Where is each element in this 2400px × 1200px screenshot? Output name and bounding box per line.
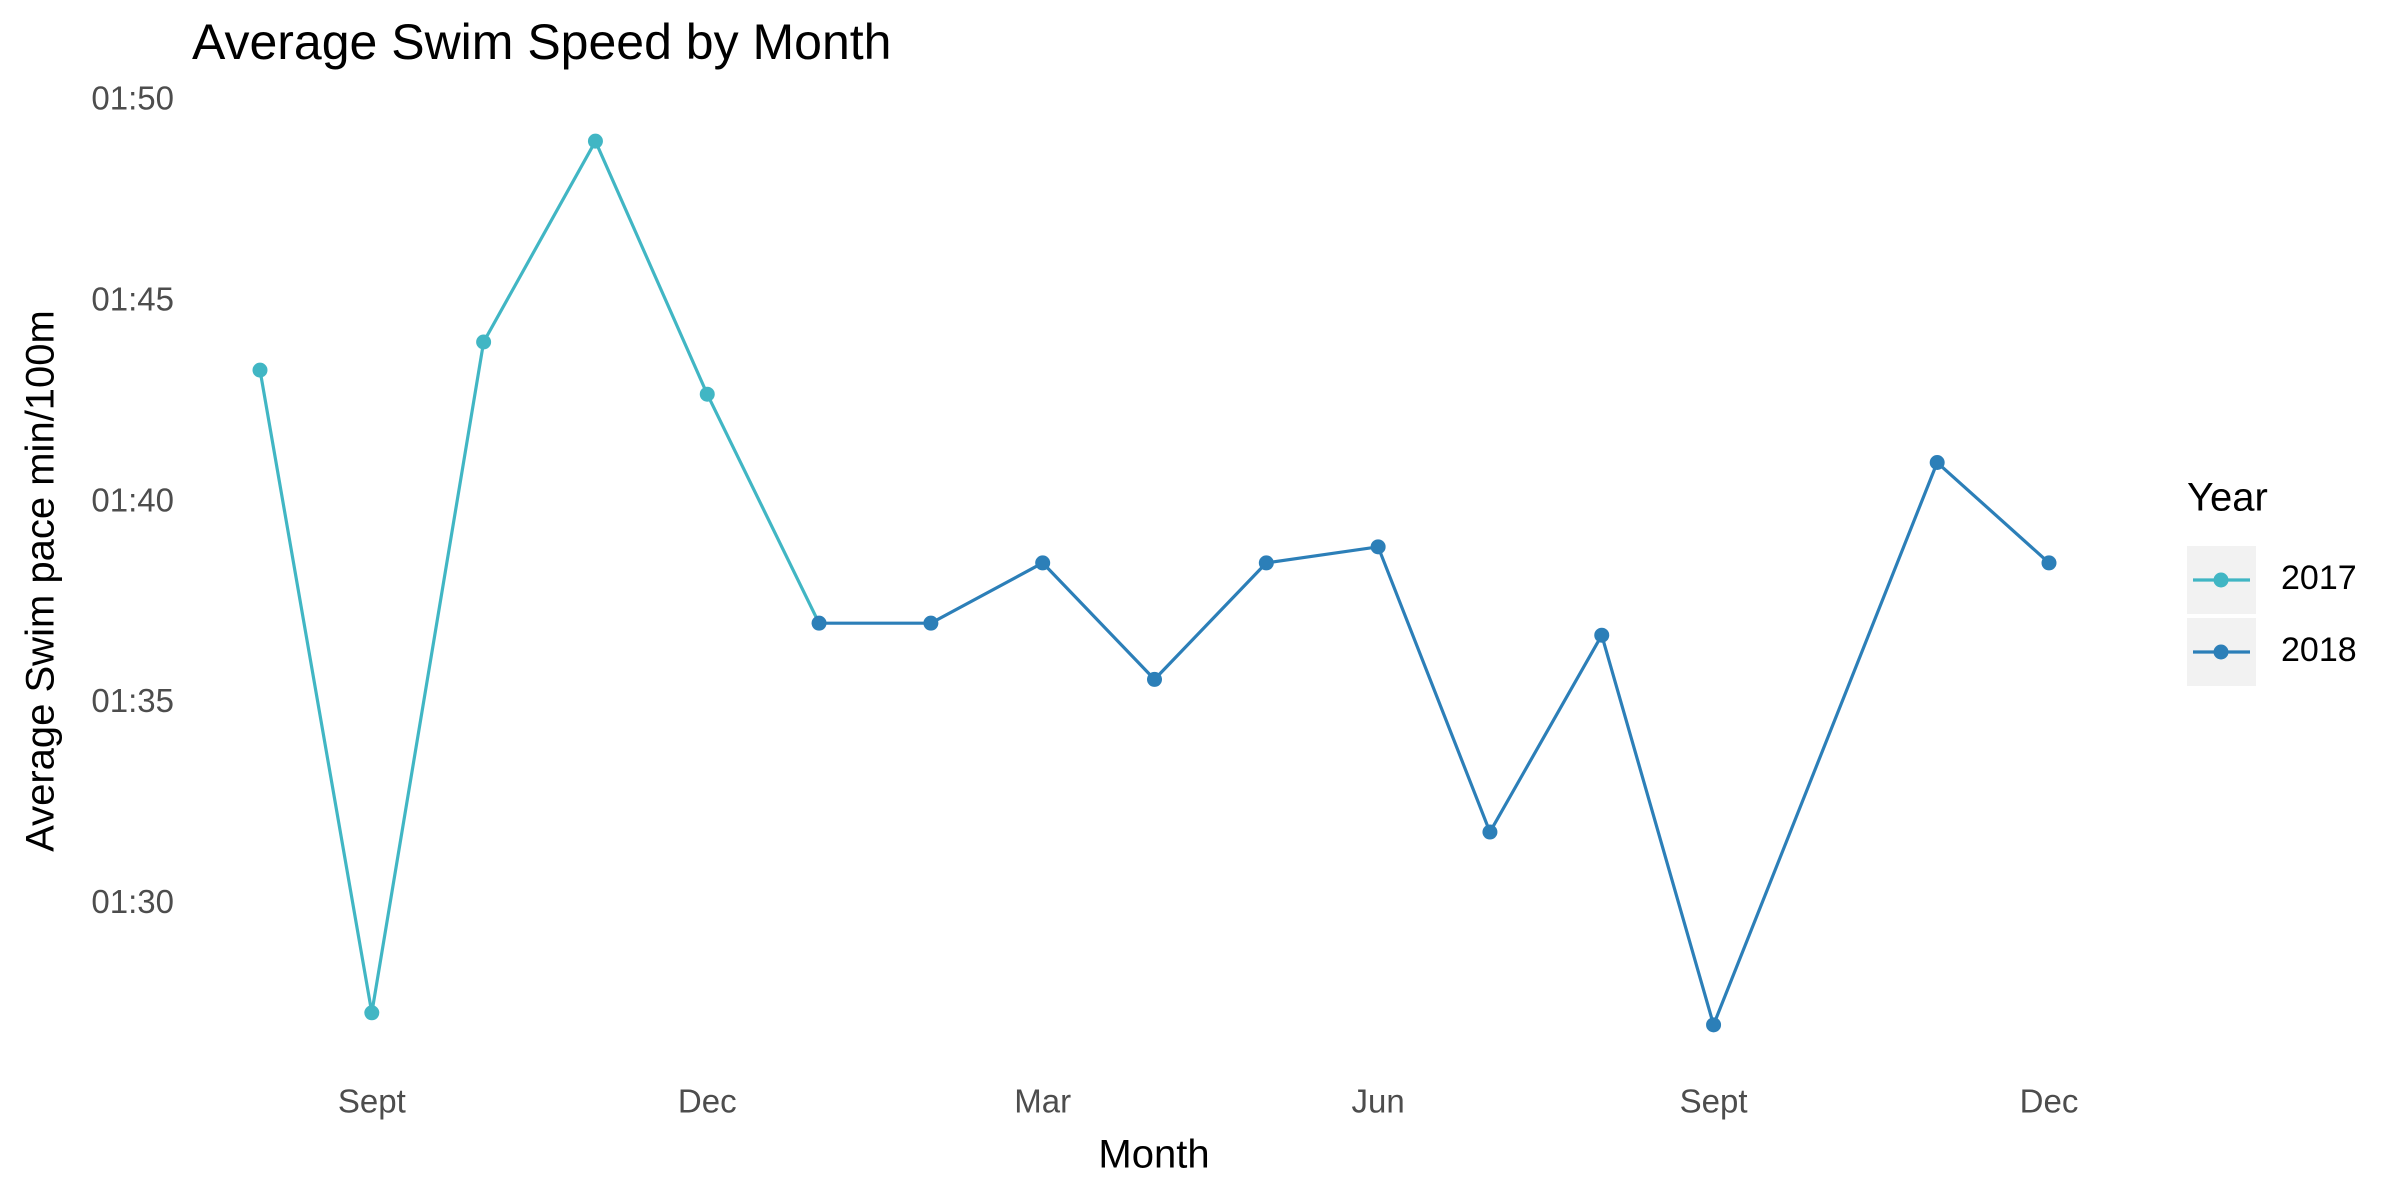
line-segment — [1712, 461, 1939, 1026]
legend-label: 2018 — [2281, 631, 2357, 669]
line — [258, 137, 709, 1014]
legend-key-point — [2213, 644, 2229, 660]
legend-label: 2017 — [2281, 559, 2357, 597]
point — [2041, 555, 2057, 571]
x-tick-label: Mar — [1014, 1083, 1071, 1120]
x-tick-label: Dec — [2020, 1083, 2079, 1120]
x-axis-title: Month — [1098, 1133, 1209, 1177]
point — [1706, 1017, 1722, 1033]
point — [1594, 627, 1610, 643]
point — [923, 615, 939, 631]
point — [1258, 555, 1274, 571]
x-tick-label: Sept — [338, 1083, 406, 1120]
x-tick-label: Jun — [1352, 1083, 1405, 1120]
y-tick-label: 01:35 — [91, 682, 174, 719]
line — [819, 545, 1716, 1026]
point — [1035, 555, 1051, 571]
point — [1482, 824, 1498, 840]
point — [699, 386, 715, 402]
point — [811, 615, 827, 631]
point — [252, 362, 268, 378]
legend-title: Year — [2187, 476, 2268, 520]
point — [1147, 671, 1162, 687]
y-tick-label: 01:45 — [91, 281, 174, 318]
x-tick-label: Sept — [1680, 1083, 1748, 1120]
point — [587, 133, 603, 149]
point — [1929, 455, 1945, 471]
chart-title: Average Swim Speed by Month — [192, 14, 891, 70]
point — [1370, 539, 1386, 555]
y-tick-label: 01:50 — [91, 80, 174, 117]
y-tick-label: 01:30 — [91, 883, 174, 920]
point — [476, 334, 492, 350]
legend-key-point — [2213, 572, 2229, 588]
x-tick-label: Dec — [678, 1083, 737, 1120]
line — [1936, 461, 2051, 565]
point — [364, 1005, 380, 1021]
y-axis-title: Average Swim pace min/100m — [19, 310, 63, 852]
line-segment — [705, 393, 821, 624]
y-tick-label: 01:40 — [91, 481, 174, 518]
